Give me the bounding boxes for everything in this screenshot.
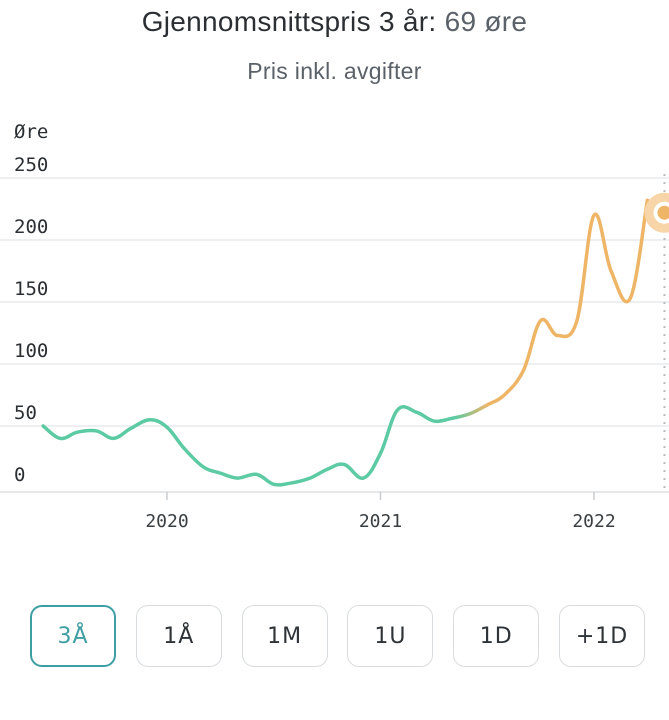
price-line [41, 198, 667, 487]
title-prefix: Gjennomsnittspris 3 år: [141, 6, 437, 37]
range-button-3aa[interactable]: 3Å [30, 605, 116, 667]
range-selector: 3Å 1Å 1M 1U 1D +1D [30, 605, 645, 669]
x-tick-label: 2020 [145, 511, 188, 532]
range-button-1m[interactable]: 1M [241, 605, 328, 667]
range-button-1u[interactable]: 1U [347, 605, 434, 667]
price-chart[interactable]: Øre 0 50 100 150 200 250 2020 2021 2022 [0, 110, 669, 540]
title-value: 69 øre [444, 6, 528, 37]
y-tick-label: 0 [14, 464, 25, 486]
x-tick-label: 2022 [572, 511, 615, 532]
y-tick-label: 100 [14, 340, 48, 362]
range-button-plus-1d[interactable]: +1D [559, 605, 645, 667]
y-tick-label: 200 [14, 216, 48, 238]
y-tick-label: 250 [14, 154, 48, 176]
y-tick-label: 50 [14, 402, 37, 424]
current-point[interactable] [657, 205, 669, 220]
page-title: Gjennomsnittspris 3 år: 69 øre [0, 6, 669, 38]
y-tick-label: 150 [14, 278, 48, 300]
x-tick-label: 2021 [359, 511, 402, 532]
range-button-1d[interactable]: 1D [453, 605, 540, 667]
page-subtitle: Pris inkl. avgifter [247, 58, 422, 84]
y-axis-label: Øre [14, 121, 48, 143]
range-button-1aa[interactable]: 1Å [135, 605, 222, 667]
